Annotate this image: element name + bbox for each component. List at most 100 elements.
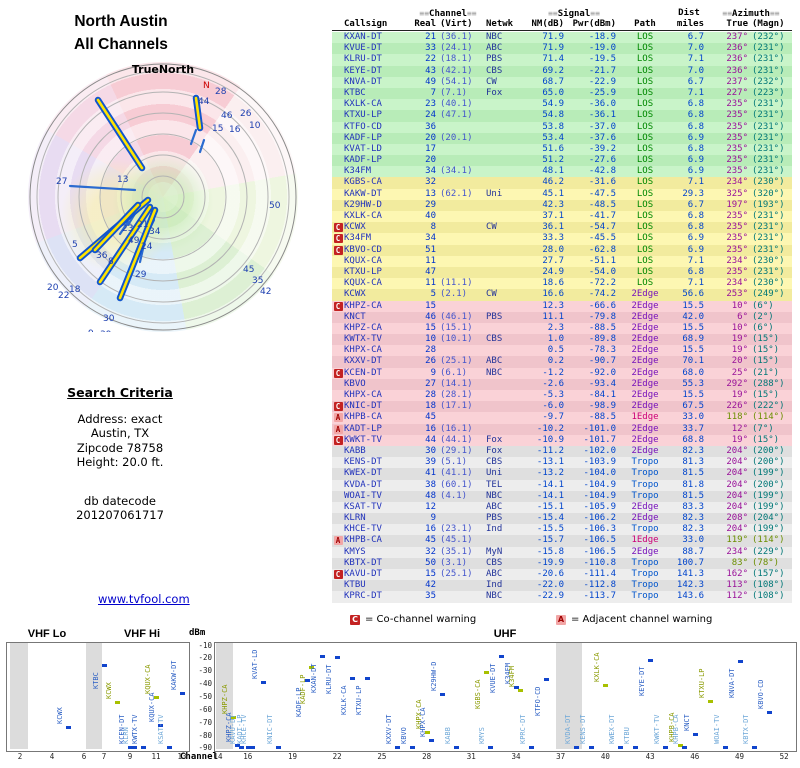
co-channel-warning-marker: C [333,223,343,233]
real-channel-cell: 23 [425,99,436,110]
pwr-dbm-cell: -36.1 [588,110,616,121]
true-azimuth-cell: 83° [731,557,748,568]
y-axis-tick: -10 [198,640,212,650]
network-cell: CW [486,76,497,87]
path-cell: LOS [636,222,654,233]
channel-label: 49 [128,236,140,246]
magnetic-azimuth-cell: (231°) [752,211,785,221]
col-header-magn: (Magn) [752,19,785,29]
table-row: A KADT-LP 16 (16.1) -10.2 -101.0 2Edge 33.7 12° (… [332,423,792,435]
path-cell: LOS [636,177,654,188]
nm-db-cell: -22.9 [536,591,564,602]
co-channel-warning-marker: C [333,368,343,378]
callsign-cell: KXXV-DT [344,356,382,367]
nm-db-cell: -15.5 [536,524,564,535]
real-channel-cell: 27 [425,378,436,389]
group-header-dist: Dist [678,8,700,18]
pointer-plot-background [28,62,298,332]
virtual-channel-cell: (62.1) [440,188,473,199]
warn-cell [332,110,344,121]
virtual-channel-cell: (47.1) [440,110,473,121]
col-header-real: Real [414,19,436,29]
nm-db-cell: 27.7 [542,255,564,266]
table-row: KXLK-CA 23 (40.1) 54.9 -36.0 LOS 6.8 235° (231°) [332,99,792,111]
virtual-channel-cell [440,513,486,524]
pwr-dbm-cell: -41.7 [588,211,616,221]
magnetic-azimuth-cell: (229°) [752,546,785,557]
signal-spoke [98,205,152,284]
magnetic-azimuth-cell: (230°) [752,278,785,289]
distance-cell: 6.7 [687,199,704,210]
real-channel-cell: 20 [425,132,436,143]
table-row: KWEX-DT 41 (41.1) Uni -13.2 -104.0 Tropo 81.5 20… [332,468,792,480]
network-cell [486,345,526,356]
virtual-channel-cell [440,122,486,133]
pwr-dbm-cell: -48.5 [588,199,616,210]
true-azimuth-cell: 113° [726,580,748,591]
y-axis-tick: -20 [198,653,212,663]
x-axis-tick: 37 [556,752,566,761]
co-channel-warning-marker: C [333,402,343,412]
pwr-dbm-cell: -106.3 [583,524,616,535]
pwr-dbm-cell: -66.6 [588,300,616,311]
x-axis-tick: 7 [101,752,107,761]
magnetic-azimuth-cell: (157°) [752,569,785,579]
pwr-dbm-cell: -27.6 [588,155,616,166]
callsign-cell: KHPB-CA [344,412,382,423]
callsign-cell: KSAT-TV [344,501,382,512]
distance-cell: 6.8 [687,143,704,154]
true-azimuth-cell: 253° [726,289,748,300]
network-cell [486,267,526,278]
true-azimuth-cell: 204° [726,524,748,535]
virtual-channel-cell: (34.1) [440,166,473,177]
warn-cell: C [332,233,344,244]
real-channel-cell: 17 [425,143,436,154]
warn-cell [332,591,344,602]
magnetic-azimuth-cell: (200°) [752,457,785,468]
distance-cell: 6.7 [687,76,704,87]
plot-ring [141,175,185,219]
warn-cell [332,267,344,278]
co-channel-warning-marker: C [333,301,343,311]
true-azimuth-cell: 112° [726,591,748,602]
distance-cell: 6.9 [687,244,704,255]
virtual-channel-cell: (44.1) [440,434,473,445]
channel-label: 21 [137,220,148,230]
distance-cell: 33.0 [682,535,704,546]
tvfool-link[interactable]: www.tvfool.com [98,592,190,606]
path-cell: 2Edge [631,513,659,524]
real-channel-cell: 29 [425,199,436,210]
callsign-cell: KTBC [344,87,366,98]
table-row: KABB 30 (29.1) Fox -11.2 -102.0 2Edge 82.3 204° (… [332,445,792,458]
true-azimuth-cell: 235° [726,233,748,244]
true-azimuth-cell: 235° [726,266,748,277]
adjacent-channel-warning-marker: A [333,536,343,546]
path-cell: 2Edge [631,345,659,356]
channel-label: 44 [198,97,210,107]
path-cell: 1Edge [631,412,659,423]
callsign-cell: KLRN [344,513,366,524]
magnetic-azimuth-cell: (200°) [752,445,785,456]
distance-cell: 33.7 [682,423,704,434]
virtual-channel-cell: (46.1) [440,311,473,322]
magnetic-azimuth-cell: (199°) [752,468,785,479]
distance-cell: 7.1 [687,54,704,65]
path-cell: LOS [636,199,654,210]
network-cell: NBC [486,490,503,501]
x-axis-tick: 52 [779,752,789,761]
callsign-cell: KGBS-CA [344,177,382,188]
vhf-chart-box [6,642,190,752]
warn-cell [332,446,344,457]
distance-cell: 15.5 [682,345,704,356]
table-row: KADF-LP 20 (20.1) 53.4 -37.6 LOS 6.9 235° (231°) [332,132,792,144]
signal-spoke [189,128,198,146]
x-axis-tick: 22 [332,752,342,761]
warn-cell [332,468,344,479]
warn-cell [332,99,344,110]
real-channel-cell: 15 [425,322,436,333]
path-cell: LOS [636,143,654,154]
path-cell: LOS [636,76,654,87]
magnetic-azimuth-cell: (193°) [752,199,785,210]
path-cell: Tropo [631,490,659,501]
pwr-dbm-cell: -37.6 [588,132,616,143]
